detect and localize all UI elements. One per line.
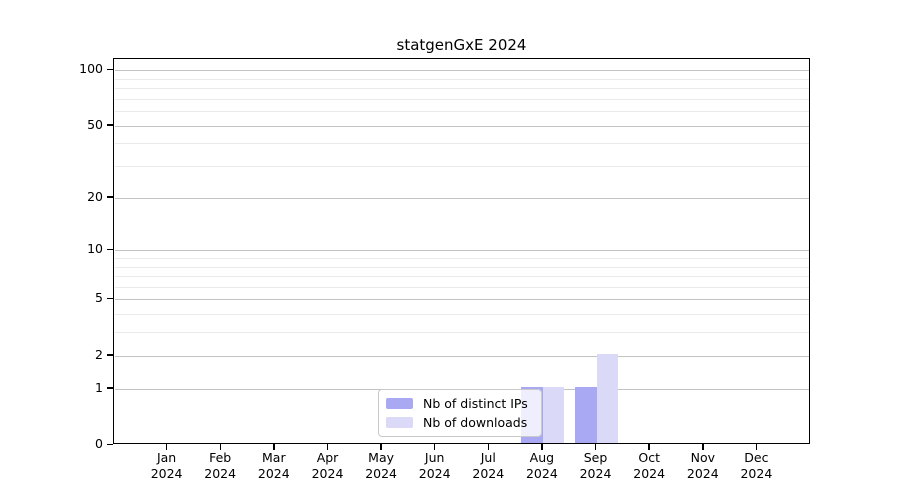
y-tick-1	[107, 387, 113, 389]
gridline-100	[115, 70, 809, 71]
x-tick-jul	[487, 444, 490, 450]
x-tick-label-sep: Sep 2024	[579, 450, 612, 481]
gridline-minor-40	[115, 143, 809, 145]
x-tick-label-dec: Dec 2024	[740, 450, 773, 481]
gridline-minor-4	[115, 314, 809, 316]
gridline-minor-90	[115, 78, 809, 80]
gridline-20	[115, 197, 809, 199]
gridline-minor-7	[115, 276, 809, 277]
x-tick-feb	[219, 444, 221, 450]
y-tick-label-0: 0	[95, 436, 103, 451]
y-tick-100	[107, 68, 113, 70]
legend-label-downloads: Nb of downloads	[423, 414, 528, 430]
gridline-minor-70	[115, 98, 809, 100]
bar-sep-downloads	[596, 354, 618, 444]
x-tick-label-jan: Jan 2024	[150, 450, 183, 481]
bar-aug-downloads	[542, 387, 565, 444]
x-tick-apr	[326, 444, 329, 450]
legend-swatch-distinct-ips	[386, 398, 413, 410]
bar-sep-distinct-ips	[575, 387, 597, 444]
x-tick-label-nov: Nov 2024	[686, 450, 719, 481]
x-tick-label-jul: Jul 2024	[472, 450, 505, 481]
legend-item-distinct-ips: Nb of distinct IPs	[386, 396, 533, 411]
x-tick-mar	[273, 444, 275, 450]
gridline-2	[115, 355, 809, 357]
x-tick-label-jun: Jun 2024	[418, 450, 451, 481]
legend-item-downloads: Nb of downloads	[386, 415, 533, 430]
y-tick-label-2: 2	[95, 346, 103, 362]
x-tick-aug	[541, 444, 543, 450]
x-tick-label-aug: Aug 2024	[525, 450, 558, 481]
y-tick-50	[107, 124, 113, 126]
x-tick-label-may: May 2024	[365, 450, 397, 481]
y-tick-label-50: 50	[87, 116, 103, 132]
x-tick-jun	[433, 444, 436, 450]
x-tick-label-oct: Oct 2024	[633, 450, 666, 481]
x-tick-sep	[594, 444, 597, 450]
gridline-minor-6	[115, 286, 809, 288]
y-tick-20	[107, 196, 113, 198]
x-tick-may	[380, 444, 382, 450]
plot-area	[113, 58, 810, 444]
x-tick-label-mar: Mar 2024	[257, 450, 290, 481]
gridline-minor-80	[115, 87, 809, 89]
y-tick-5	[107, 297, 113, 300]
legend: Nb of distinct IPs Nb of downloads	[378, 389, 542, 437]
gridline-minor-60	[115, 111, 809, 112]
y-tick-label-10: 10	[87, 241, 103, 257]
x-tick-jan	[165, 444, 168, 450]
x-tick-nov	[702, 444, 704, 450]
y-tick-label-100: 100	[79, 61, 103, 76]
x-tick-dec	[755, 444, 758, 450]
x-tick-label-feb: Feb 2024	[204, 450, 237, 481]
gridline-50	[115, 125, 809, 127]
gridline-5	[115, 299, 809, 301]
legend-swatch-downloads	[386, 416, 413, 428]
y-tick-0	[107, 443, 113, 445]
x-tick-label-apr: Apr 2024	[311, 450, 344, 481]
legend-label-distinct-ips: Nb of distinct IPs	[423, 396, 528, 412]
x-tick-oct	[648, 444, 650, 450]
chart-title: statgenGxE 2024	[396, 36, 527, 54]
y-tick-2	[107, 354, 113, 356]
gridline-minor-3	[115, 332, 809, 334]
y-tick-10	[107, 248, 113, 251]
y-tick-label-1: 1	[95, 379, 103, 395]
gridline-minor-30	[115, 166, 809, 167]
gridline-10	[115, 250, 809, 252]
gridline-minor-9	[115, 257, 809, 259]
y-tick-label-20: 20	[87, 188, 103, 204]
gridline-minor-8	[115, 266, 809, 268]
y-tick-label-5: 5	[95, 290, 103, 306]
